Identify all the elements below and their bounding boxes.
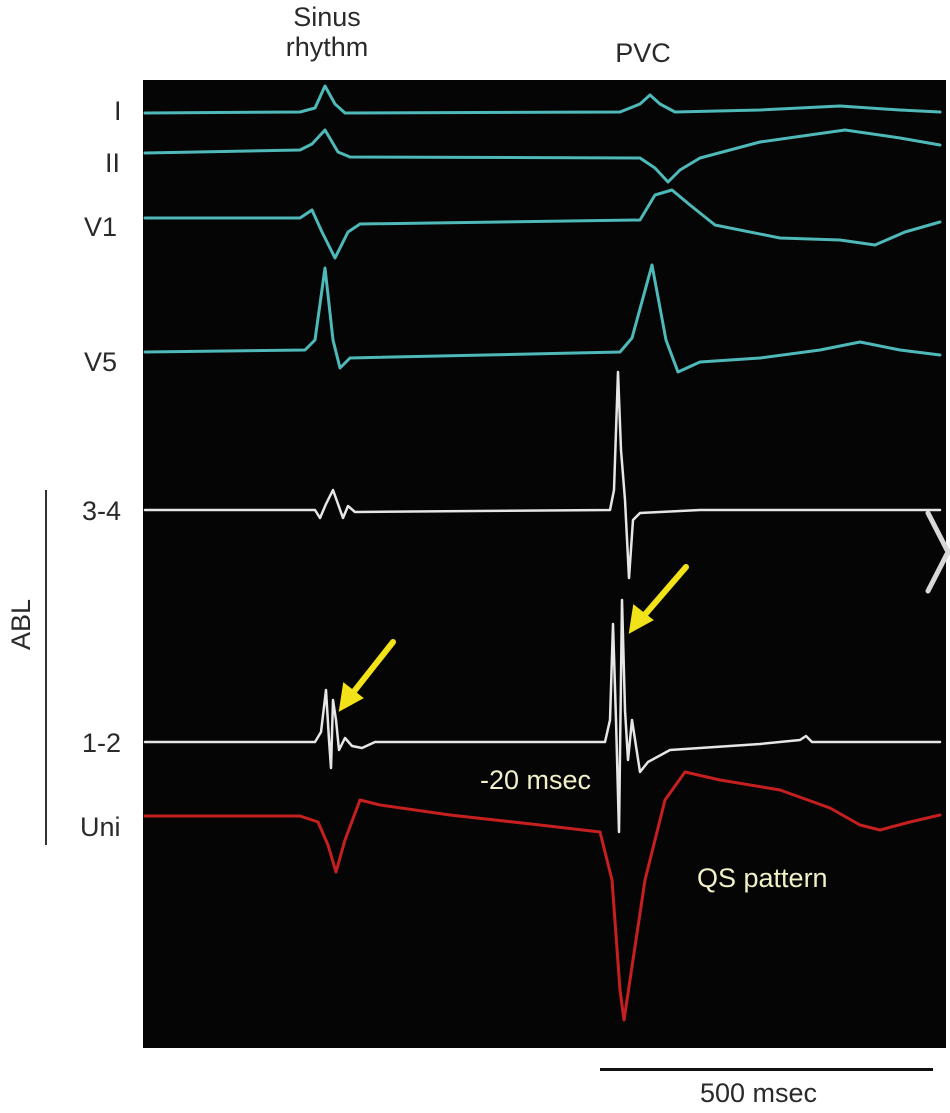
trace-abl-1-2	[145, 600, 940, 832]
trace-abl-3-4	[145, 372, 940, 578]
trace-lead-v5	[145, 265, 940, 372]
time-scale-bar	[600, 1068, 933, 1071]
trace-abl-uni	[145, 772, 940, 1020]
arrow-pvc-near-field	[642, 567, 686, 618]
timing-annotation: -20 msec	[480, 765, 591, 796]
qs-pattern-annotation: QS pattern	[697, 863, 828, 894]
trace-lead-ii	[145, 130, 940, 182]
trace-lead-v1	[145, 190, 940, 258]
time-scale-label: 500 msec	[700, 1078, 817, 1109]
arrow-sinus-near-field	[352, 642, 393, 694]
next-chevron-icon[interactable]	[922, 505, 950, 600]
trace-lead-i	[145, 86, 940, 113]
